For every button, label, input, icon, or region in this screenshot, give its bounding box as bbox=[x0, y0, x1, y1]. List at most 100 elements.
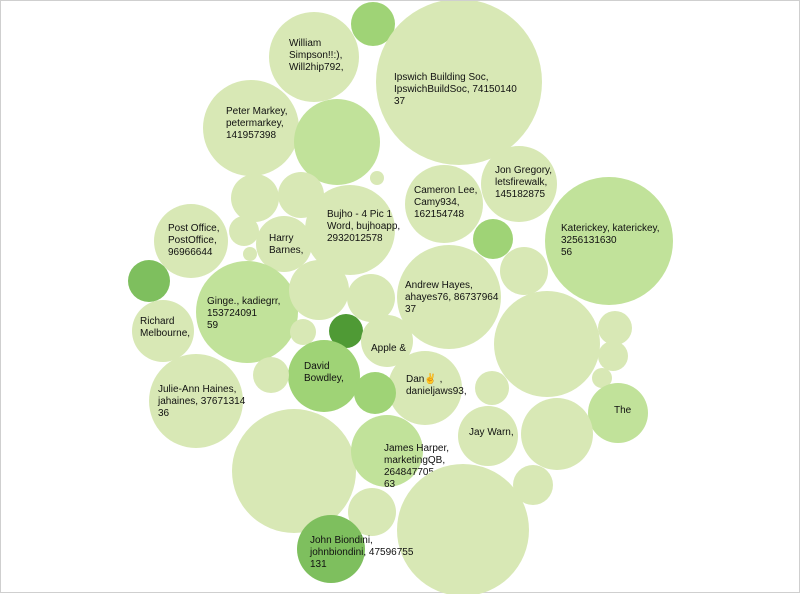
bubble-circle[interactable] bbox=[588, 383, 648, 443]
bubble-label-line: letsfirewalk, bbox=[495, 177, 547, 188]
bubble-circle[interactable] bbox=[351, 415, 423, 487]
bubble[interactable] bbox=[513, 465, 553, 505]
bubble-label-line: William bbox=[289, 38, 321, 49]
bubble-circle[interactable] bbox=[329, 314, 363, 348]
bubble[interactable] bbox=[294, 99, 380, 185]
bubble-circle[interactable] bbox=[269, 12, 359, 102]
bubble[interactable]: Bujho - 4 Pic 1 Word, bujhoapp, 2932012578 bbox=[305, 185, 400, 275]
bubble[interactable] bbox=[598, 311, 632, 345]
bubble[interactable] bbox=[598, 341, 628, 371]
bubble[interactable] bbox=[128, 260, 170, 302]
bubble-circle[interactable] bbox=[348, 488, 396, 536]
bubble[interactable] bbox=[290, 319, 316, 345]
bubble-circle[interactable] bbox=[297, 515, 365, 583]
bubble[interactable] bbox=[494, 291, 600, 397]
bubble[interactable] bbox=[347, 274, 395, 322]
bubble[interactable] bbox=[351, 2, 395, 46]
bubble[interactable] bbox=[329, 314, 363, 348]
bubble-circle[interactable] bbox=[290, 319, 316, 345]
bubble-label-line: James Harper, bbox=[384, 443, 449, 454]
bubble[interactable] bbox=[397, 464, 529, 594]
bubble[interactable]: John Biondini, johnbiondini, 47596755 131 bbox=[297, 515, 414, 583]
bubble[interactable]: Katerickey, katerickey, 3256131630 56 bbox=[545, 177, 673, 305]
bubble[interactable]: Julie-Ann Haines, jahaines, 37671314 36 bbox=[149, 354, 246, 448]
bubble-circle[interactable] bbox=[397, 464, 529, 594]
bubble-circle[interactable] bbox=[370, 171, 384, 185]
bubble[interactable]: Harry Barnes, bbox=[256, 216, 312, 272]
bubble-circle[interactable] bbox=[128, 260, 170, 302]
bubble-circle[interactable] bbox=[500, 247, 548, 295]
bubble-label-line: Richard bbox=[140, 316, 174, 327]
bubble[interactable] bbox=[229, 216, 259, 246]
bubble[interactable] bbox=[592, 368, 612, 388]
bubble[interactable] bbox=[473, 219, 513, 259]
bubble-label: Dan✌ , danieljaws93, bbox=[406, 372, 467, 397]
bubble[interactable]: David Bowdley, bbox=[288, 340, 360, 412]
bubble[interactable]: Ginge., kadiegrr, 153724091 59 bbox=[196, 261, 298, 363]
bubble[interactable]: Dan✌ , danieljaws93, bbox=[388, 351, 467, 425]
bubble[interactable] bbox=[289, 260, 349, 320]
bubble-circle[interactable] bbox=[203, 80, 299, 176]
bubble-circle[interactable] bbox=[229, 216, 259, 246]
bubble-circle[interactable] bbox=[243, 247, 257, 261]
bubble-circle[interactable] bbox=[458, 406, 518, 466]
bubble-circle[interactable] bbox=[361, 315, 413, 367]
bubble-circle[interactable] bbox=[481, 146, 557, 222]
bubble[interactable] bbox=[500, 247, 548, 295]
bubble-circle[interactable] bbox=[132, 300, 194, 362]
bubble-circle[interactable] bbox=[351, 2, 395, 46]
bubble-label-line: jahaines, 37671314 bbox=[157, 396, 246, 407]
bubble-circle[interactable] bbox=[521, 398, 593, 470]
bubble-label-line: 63 bbox=[384, 479, 396, 490]
bubble-circle[interactable] bbox=[376, 1, 542, 165]
bubble-circle[interactable] bbox=[289, 260, 349, 320]
bubble-circle[interactable] bbox=[154, 204, 228, 278]
bubble[interactable]: Jon Gregory, letsfirewalk, 145182875 bbox=[481, 146, 557, 222]
bubble-circle[interactable] bbox=[598, 341, 628, 371]
bubble[interactable] bbox=[232, 409, 356, 533]
bubble-circle[interactable] bbox=[388, 351, 462, 425]
bubble[interactable]: Peter Markey, petermarkey, 141957398 bbox=[203, 80, 299, 176]
bubble-circle[interactable] bbox=[475, 371, 509, 405]
bubble-circle[interactable] bbox=[494, 291, 600, 397]
bubble-circle[interactable] bbox=[397, 245, 501, 349]
bubble-circle[interactable] bbox=[347, 274, 395, 322]
bubble-circle[interactable] bbox=[253, 357, 289, 393]
bubble[interactable]: Cameron Lee, Camy934, 162154748 bbox=[405, 165, 483, 243]
bubble[interactable]: William Simpson!!:), Will2hip792, bbox=[269, 12, 359, 102]
bubble[interactable] bbox=[354, 372, 396, 414]
bubble[interactable]: Apple & bbox=[361, 315, 413, 367]
bubble[interactable] bbox=[243, 247, 257, 261]
bubble-circle[interactable] bbox=[473, 219, 513, 259]
bubble-label-line: Ginge., kadiegrr, bbox=[207, 296, 280, 307]
bubble[interactable]: The bbox=[521, 398, 632, 470]
bubble[interactable] bbox=[588, 383, 648, 443]
bubble[interactable]: James Harper, marketingQB, 264847705 63 bbox=[351, 415, 449, 490]
bubble[interactable] bbox=[475, 371, 509, 405]
bubble-circle[interactable] bbox=[354, 372, 396, 414]
bubble-circle[interactable] bbox=[545, 177, 673, 305]
bubble-circle[interactable] bbox=[149, 354, 243, 448]
bubble-circle[interactable] bbox=[592, 368, 612, 388]
bubble-circle[interactable] bbox=[256, 216, 312, 272]
bubble[interactable]: Richard Melbourne, bbox=[132, 300, 194, 362]
bubble[interactable] bbox=[253, 357, 289, 393]
bubble-circle[interactable] bbox=[288, 340, 360, 412]
bubble-circle[interactable] bbox=[598, 311, 632, 345]
bubble-circle[interactable] bbox=[305, 185, 395, 275]
bubble[interactable] bbox=[348, 488, 396, 536]
bubble-circle[interactable] bbox=[232, 409, 356, 533]
bubble[interactable]: Post Office, PostOffice, 96966644 bbox=[154, 204, 228, 278]
bubble[interactable]: Ipswich Building Soc, IpswichBuildSoc, 74… bbox=[376, 1, 542, 165]
bubble[interactable] bbox=[231, 174, 279, 222]
bubble-label: John Biondini, johnbiondini, 47596755 131 bbox=[309, 535, 414, 570]
bubble-circle[interactable] bbox=[196, 261, 298, 363]
bubble[interactable] bbox=[370, 171, 384, 185]
bubble-circle[interactable] bbox=[231, 174, 279, 222]
bubble-circle[interactable] bbox=[294, 99, 380, 185]
bubble-circle[interactable] bbox=[405, 165, 483, 243]
bubble-label-line: Ipswich Building Soc, bbox=[394, 72, 489, 83]
bubble[interactable]: Andrew Hayes, ahayes76, 86737964 37 bbox=[397, 245, 501, 349]
bubble-circle[interactable] bbox=[513, 465, 553, 505]
bubble[interactable]: Jay Warn, bbox=[458, 406, 518, 466]
